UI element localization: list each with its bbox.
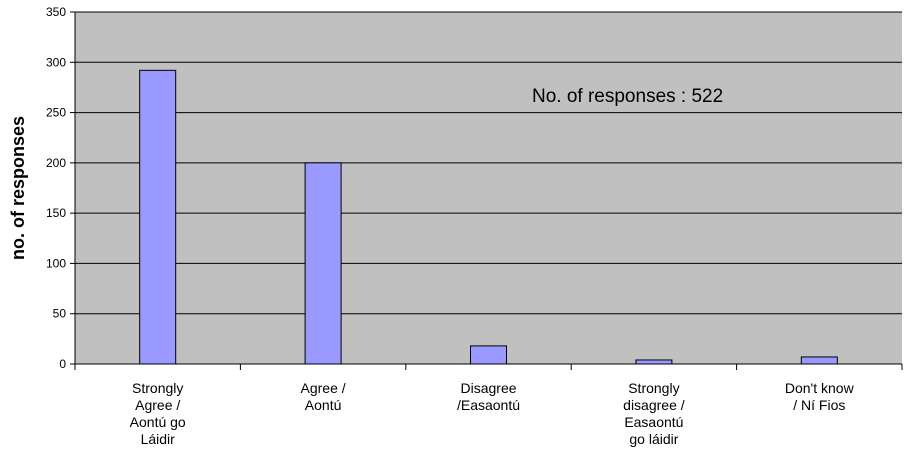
- y-tick-label: 250: [46, 106, 66, 120]
- bar: [800, 356, 838, 365]
- y-tick-label: 150: [46, 206, 66, 220]
- bar: [304, 162, 342, 365]
- bar: [470, 345, 507, 365]
- bar: [139, 69, 177, 365]
- y-tick-label: 200: [46, 156, 66, 170]
- x-tick-label: Don't know / Ní Fios: [785, 380, 855, 413]
- y-tick-label: 350: [46, 5, 66, 19]
- gridlines: [75, 11, 902, 315]
- x-tick-label: Agree / Aontú: [301, 380, 346, 413]
- bar: [635, 359, 673, 365]
- y-axis-label: no. of responses: [8, 116, 28, 260]
- y-tick-label: 50: [53, 307, 67, 321]
- y-tick-label: 300: [46, 55, 66, 69]
- responses-annotation: No. of responses : 522: [532, 86, 723, 107]
- plot-area: [75, 12, 902, 364]
- x-tick-label: Disagree/Easaontú: [457, 380, 520, 413]
- axes: [70, 11, 903, 370]
- y-tick-label: 0: [59, 357, 66, 371]
- x-tick-label: Strongly disagree / Easaontú go láidir: [623, 380, 685, 447]
- y-tick-label: 100: [46, 256, 66, 270]
- x-tick-label: Strongly Agree / Aontú go Láidir: [130, 380, 186, 447]
- y-tick-labels: 0 50 100 150 200 250 300 350: [46, 5, 66, 371]
- x-tick-labels: Strongly Agree / Aontú go Láidir Agree / Aont…: [130, 380, 855, 447]
